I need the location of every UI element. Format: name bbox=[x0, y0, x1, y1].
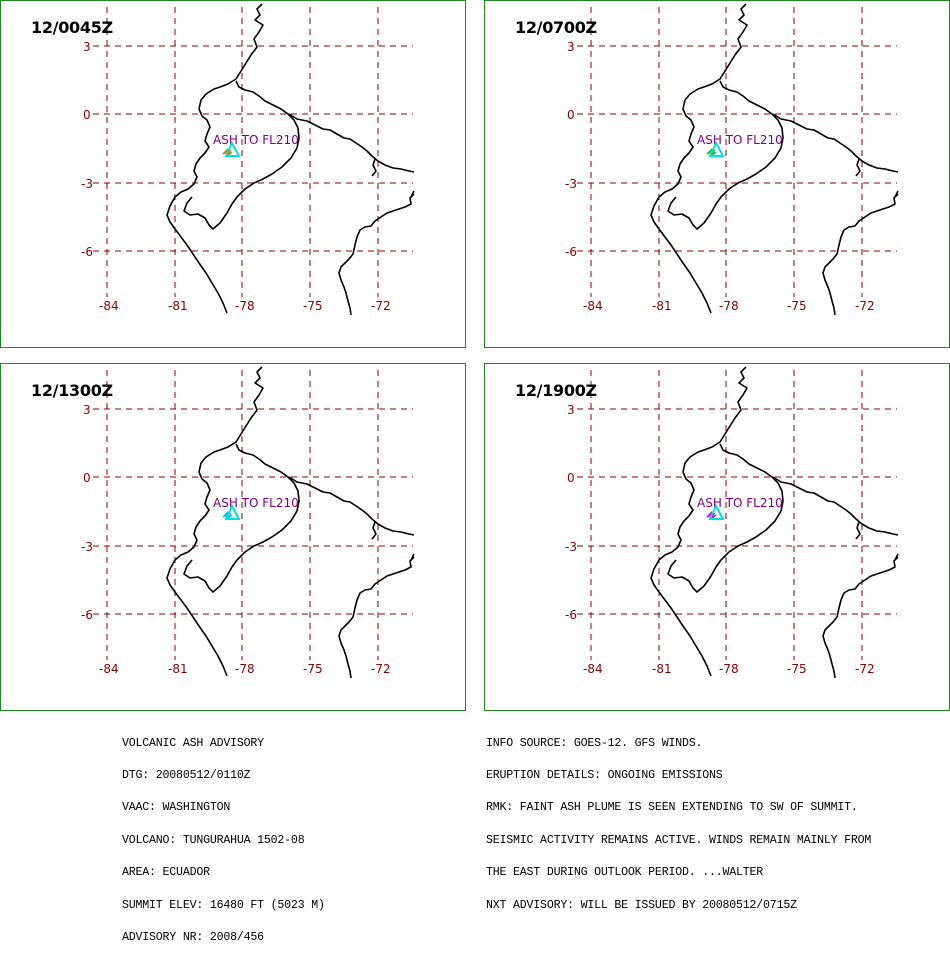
advisory-line: VOLCANIC ASH ADVISORY bbox=[122, 736, 264, 750]
lat-tick-label: -3 bbox=[565, 540, 577, 554]
lat-tick-label: 3 bbox=[83, 40, 91, 54]
lon-tick-label: -75 bbox=[303, 662, 323, 676]
coastline bbox=[288, 476, 415, 536]
coastline bbox=[338, 556, 415, 679]
advisory-line: SEISMIC ACTIVITY REMAINS ACTIVE. WINDS R… bbox=[486, 833, 872, 847]
coastline bbox=[371, 158, 377, 177]
map-canvas: 3 0 -3 -6 -84 -81 -78 -75 -72 ASH TO FL210 bbox=[565, 366, 899, 679]
panel-time-label: 12/0700Z bbox=[515, 18, 597, 37]
advisory-line: THE EAST DURING OUTLOOK PERIOD. ...WALTE… bbox=[486, 866, 764, 880]
lon-tick-label: -75 bbox=[787, 662, 807, 676]
lat-tick-label: -3 bbox=[565, 177, 577, 191]
advisory-line: SUMMIT ELEV: 16480 FT (5023 M) bbox=[122, 898, 325, 912]
coastline bbox=[772, 113, 899, 173]
advisory-line: RMK: FAINT ASH PLUME IS SEEN EXTENDING T… bbox=[486, 801, 858, 815]
ash-level-label: ASH TO FL210 bbox=[213, 496, 299, 510]
coastline bbox=[855, 158, 861, 177]
advisory-line: ADVISORY NR: 2008/456 bbox=[122, 930, 264, 944]
map-panel-2: 3 0 -3 -6 -84 -81 -78 -75 -72 ASH TO FL210 12/070… bbox=[484, 0, 950, 348]
map-canvas: 3 0 -3 -6 -84 -81 -78 -75 -72 ASH TO FL210 bbox=[81, 3, 415, 316]
lon-tick-label: -72 bbox=[371, 299, 391, 313]
lat-tick-label: -6 bbox=[565, 608, 577, 622]
advisory-line: AREA: ECUADOR bbox=[122, 866, 210, 880]
coastline bbox=[650, 366, 748, 677]
volcano-summit-icon bbox=[708, 503, 725, 520]
coastline bbox=[650, 3, 748, 314]
advisory-line: VAAC: WASHINGTON bbox=[122, 801, 231, 815]
lat-tick-label: -3 bbox=[81, 540, 93, 554]
lat-tick-label: 0 bbox=[567, 471, 575, 485]
lat-tick-label: -6 bbox=[565, 245, 577, 259]
coastline bbox=[166, 3, 264, 314]
lat-tick-label: -3 bbox=[81, 177, 93, 191]
coastline bbox=[410, 553, 415, 561]
lon-tick-label: -78 bbox=[719, 299, 739, 313]
coastline bbox=[894, 553, 899, 561]
panel-time-label: 12/0045Z bbox=[31, 18, 113, 37]
volcano-summit-icon bbox=[224, 140, 241, 157]
ash-level-label: ASH TO FL210 bbox=[213, 133, 299, 147]
lon-tick-label: -72 bbox=[855, 299, 875, 313]
lon-tick-label: -75 bbox=[787, 299, 807, 313]
coastline bbox=[371, 521, 377, 540]
ash-level-label: ASH TO FL210 bbox=[697, 496, 783, 510]
map-panel-3: 3 0 -3 -6 -84 -81 -78 -75 -72 ASH TO FL210 12/130… bbox=[0, 363, 466, 711]
lat-tick-label: 0 bbox=[83, 108, 91, 122]
lon-tick-label: -78 bbox=[719, 662, 739, 676]
coastline bbox=[183, 443, 300, 593]
lon-tick-label: -72 bbox=[371, 662, 391, 676]
panel-time-label: 12/1300Z bbox=[31, 381, 113, 400]
advisory-line: INFO SOURCE: GOES-12. GFS WINDS. bbox=[486, 736, 703, 750]
coastline bbox=[288, 113, 415, 173]
lat-tick-label: 0 bbox=[83, 471, 91, 485]
map-panel-1: 3 0 -3 -6 -84 -81 -78 -75 -72 ASH TO FL210 12/004… bbox=[0, 0, 466, 348]
lat-tick-label: 3 bbox=[567, 40, 575, 54]
lon-tick-label: -81 bbox=[652, 299, 672, 313]
lon-tick-label: -81 bbox=[652, 662, 672, 676]
map-canvas: 3 0 -3 -6 -84 -81 -78 -75 -72 ASH TO FL210 bbox=[565, 3, 899, 316]
coastline bbox=[855, 521, 861, 540]
advisory-line: VOLCANO: TUNGURAHUA 1502-08 bbox=[122, 833, 305, 847]
lon-tick-label: -72 bbox=[855, 662, 875, 676]
advisory-line: NXT ADVISORY: WILL BE ISSUED BY 20080512… bbox=[486, 898, 797, 912]
coastline bbox=[183, 80, 300, 230]
map-panel-4: 3 0 -3 -6 -84 -81 -78 -75 -72 ASH TO FL210 12/190… bbox=[484, 363, 950, 711]
ash-level-label: ASH TO FL210 bbox=[697, 133, 783, 147]
volcano-summit-icon bbox=[224, 503, 241, 520]
coastline bbox=[894, 190, 899, 198]
coastline bbox=[410, 190, 415, 198]
panel-time-label: 12/1900Z bbox=[515, 381, 597, 400]
lon-tick-label: -84 bbox=[583, 299, 603, 313]
lon-tick-label: -84 bbox=[99, 299, 119, 313]
lon-tick-label: -81 bbox=[168, 299, 188, 313]
coastline bbox=[166, 366, 264, 677]
lon-tick-label: -84 bbox=[99, 662, 119, 676]
volcano-summit-icon bbox=[708, 140, 725, 157]
coastline bbox=[667, 80, 784, 230]
lat-tick-label: 3 bbox=[567, 403, 575, 417]
lat-tick-label: 0 bbox=[567, 108, 575, 122]
coastline bbox=[822, 556, 899, 679]
coastline bbox=[772, 476, 899, 536]
lat-tick-label: 3 bbox=[83, 403, 91, 417]
map-canvas: 3 0 -3 -6 -84 -81 -78 -75 -72 ASH TO FL210 bbox=[81, 366, 415, 679]
advisory-text-left: VOLCANIC ASH ADVISORY DTG: 20080512/0110… bbox=[122, 717, 325, 955]
advisory-text-right: INFO SOURCE: GOES-12. GFS WINDS. ERUPTIO… bbox=[486, 717, 871, 922]
coastline bbox=[338, 193, 415, 316]
lon-tick-label: -78 bbox=[235, 662, 255, 676]
advisory-line: DTG: 20080512/0110Z bbox=[122, 768, 251, 782]
lon-tick-label: -78 bbox=[235, 299, 255, 313]
coastline bbox=[822, 193, 899, 316]
lon-tick-label: -84 bbox=[583, 662, 603, 676]
lat-tick-label: -6 bbox=[81, 245, 93, 259]
coastline bbox=[667, 443, 784, 593]
lat-tick-label: -6 bbox=[81, 608, 93, 622]
lon-tick-label: -75 bbox=[303, 299, 323, 313]
advisory-line: ERUPTION DETAILS: ONGOING EMISSIONS bbox=[486, 768, 723, 782]
lon-tick-label: -81 bbox=[168, 662, 188, 676]
